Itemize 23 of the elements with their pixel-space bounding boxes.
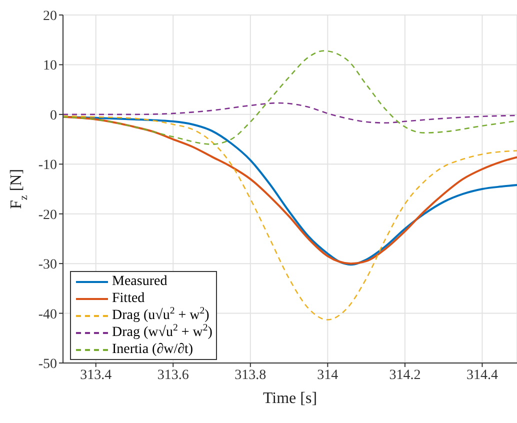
- y-tick-label: -20: [38, 208, 57, 223]
- x-tick-label: 314.2: [389, 368, 421, 383]
- legend-label: Drag (w√u$^{2}$ + w$^{2}$): [112, 322, 212, 341]
- x-tick-label: 313.6: [157, 368, 189, 383]
- y-tick-label: -40: [38, 307, 57, 322]
- legend-label: Fitted: [112, 290, 145, 307]
- line-series: [63, 50, 517, 145]
- x-tick-label: 313.4: [80, 368, 112, 383]
- y-tick-label: 0: [50, 108, 57, 124]
- y-tick-label: -50: [38, 356, 57, 372]
- x-tick-label: 313.8: [234, 368, 266, 383]
- y-tick-label: 10: [43, 58, 57, 74]
- y-tick-label: -10: [38, 158, 57, 174]
- x-tick-label: 314: [317, 368, 338, 383]
- x-axis-title: Time [s]: [262, 390, 318, 407]
- legend-label: Inertia (∂w/∂t): [112, 341, 194, 358]
- line-series: [63, 102, 517, 124]
- legend-label: Measured: [112, 273, 168, 290]
- y-tick-label: -30: [38, 258, 57, 273]
- y-tick-label: 20: [43, 8, 57, 24]
- line-series: [63, 115, 517, 320]
- legend-label: Drag (u√u$^{2}$ + w$^{2}$): [112, 305, 210, 324]
- x-tick-label: 314.4: [466, 368, 498, 383]
